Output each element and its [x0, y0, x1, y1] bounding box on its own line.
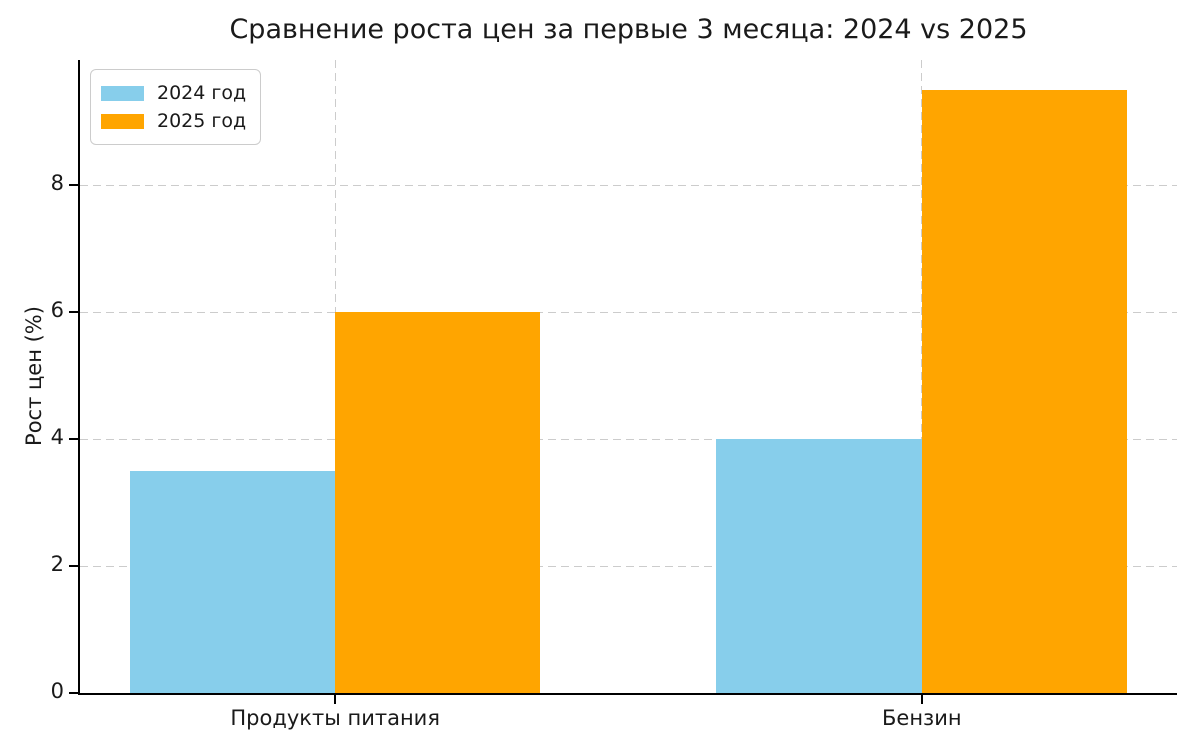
plot-area [78, 60, 1177, 695]
x-tick-label: Бензин [882, 706, 962, 730]
y-tick-label: 0 [50, 679, 64, 703]
x-tick-label: Продукты питания [230, 706, 440, 730]
horizontal-gridline [80, 565, 1177, 567]
y-tick-mark [69, 438, 78, 441]
legend-item: 2025 год [101, 107, 246, 135]
y-tick-label: 6 [50, 298, 64, 323]
x-tick-mark [334, 695, 337, 704]
y-axis-spine [78, 60, 80, 695]
legend-label: 2024 год [157, 82, 247, 104]
legend-label: 2025 год [157, 110, 247, 132]
y-tick-label: 4 [50, 425, 64, 450]
legend-item: 2024 год [101, 79, 246, 107]
x-axis-spine [78, 693, 1177, 695]
legend: 2024 год 2025 год [90, 69, 262, 145]
legend-swatch [101, 113, 144, 129]
bar-2024-год-c0 [129, 470, 336, 693]
y-tick-mark [69, 692, 78, 694]
y-tick-mark [69, 184, 78, 187]
y-tick-mark [69, 565, 78, 568]
horizontal-gridline [80, 311, 1177, 313]
horizontal-gridline [80, 438, 1177, 440]
chart-title: Сравнение роста цен за первые 3 месяца: … [229, 14, 1028, 45]
bar-2024-год-c1 [716, 439, 922, 693]
horizontal-gridline [80, 184, 1177, 186]
bar-2025-год-c0 [335, 312, 541, 693]
x-tick-mark [920, 695, 923, 704]
y-tick-label: 2 [50, 552, 64, 577]
bar-2025-год-c1 [921, 90, 1128, 693]
legend-swatch [101, 85, 144, 101]
y-tick-label: 8 [50, 171, 64, 196]
y-tick-mark [69, 311, 78, 314]
